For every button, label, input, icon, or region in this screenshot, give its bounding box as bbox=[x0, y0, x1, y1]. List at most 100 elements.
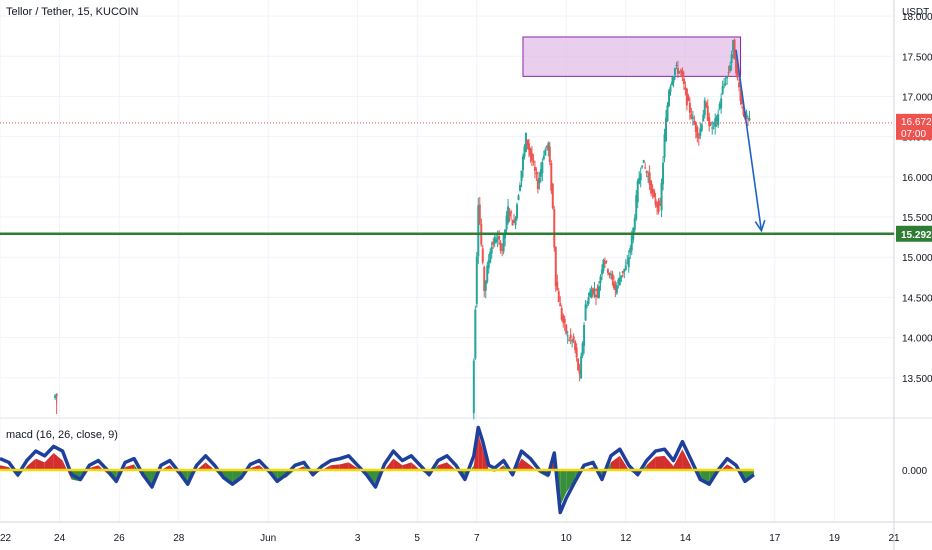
candle-body-34 bbox=[520, 170, 523, 182]
candle-93 bbox=[608, 272, 611, 279]
candle-body-2 bbox=[472, 360, 475, 414]
candle-body-174 bbox=[729, 65, 732, 72]
candle-body-69 bbox=[572, 336, 575, 341]
candle-body-152 bbox=[696, 126, 699, 138]
candle-50 bbox=[544, 147, 547, 156]
candle-57 bbox=[554, 246, 557, 292]
candle-body-14 bbox=[490, 247, 493, 254]
time-tick-label-5: 3 bbox=[355, 533, 361, 544]
macd-title: macd (16, 26, close, 9) bbox=[6, 429, 118, 441]
candle-131 bbox=[665, 109, 668, 142]
time-tick-label-0: 22 bbox=[0, 533, 12, 544]
candle-body-50 bbox=[544, 149, 547, 156]
candle-0 bbox=[54, 394, 57, 400]
candle-body-149 bbox=[691, 117, 694, 120]
candle-body-168 bbox=[720, 98, 723, 108]
candle-10 bbox=[484, 280, 487, 299]
candle-77 bbox=[584, 300, 587, 321]
macd-histogram-3 bbox=[26, 458, 36, 470]
candle-24 bbox=[505, 210, 508, 234]
macd-histogram-50 bbox=[447, 462, 456, 470]
candle-body-126 bbox=[657, 200, 660, 212]
candle-body-16 bbox=[493, 236, 496, 244]
candle-body-99 bbox=[617, 279, 620, 283]
candle-2 bbox=[472, 358, 475, 420]
candle-body-183 bbox=[742, 107, 745, 115]
candle-body-108 bbox=[630, 235, 633, 251]
candle-61 bbox=[560, 305, 563, 322]
candle-body-175 bbox=[730, 54, 733, 64]
candle-31 bbox=[516, 202, 519, 221]
candle-78 bbox=[586, 300, 589, 309]
candle-124 bbox=[654, 192, 657, 208]
price-tick-label-4: 15.500 bbox=[902, 213, 932, 224]
candle-118 bbox=[645, 170, 648, 178]
candle-87 bbox=[599, 274, 602, 291]
candle-21 bbox=[501, 243, 504, 257]
candle-110 bbox=[633, 214, 636, 233]
candle-body-66 bbox=[568, 339, 571, 341]
candle-body-118 bbox=[645, 171, 648, 174]
candle-120 bbox=[648, 165, 651, 191]
candle-52 bbox=[547, 141, 550, 157]
candle-body-173 bbox=[727, 72, 730, 74]
candle-body-129 bbox=[662, 162, 665, 185]
candle-158 bbox=[705, 101, 708, 109]
candle-body-96 bbox=[612, 281, 615, 288]
candle-body-116 bbox=[642, 159, 645, 163]
candle-113 bbox=[638, 171, 641, 185]
candle-166 bbox=[717, 109, 720, 128]
candle-136 bbox=[672, 75, 675, 88]
candle-body-178 bbox=[735, 53, 738, 73]
candle-167 bbox=[718, 101, 721, 111]
candle-body-98 bbox=[615, 285, 618, 294]
candle-body-81 bbox=[590, 289, 593, 299]
candle-161 bbox=[709, 121, 712, 127]
projection-arrow-head bbox=[754, 219, 766, 233]
candle-body-110 bbox=[633, 218, 636, 231]
candle-body-32 bbox=[517, 195, 520, 201]
macd-histogram-65 bbox=[560, 470, 567, 506]
candle-83 bbox=[593, 282, 596, 299]
candle-92 bbox=[606, 268, 609, 276]
candle-body-12 bbox=[487, 260, 490, 269]
candle-body-150 bbox=[693, 120, 696, 125]
candle-body-162 bbox=[711, 127, 714, 129]
candle-185 bbox=[745, 109, 748, 119]
candle-137 bbox=[673, 67, 676, 80]
candle-54 bbox=[550, 160, 553, 195]
candle-body-45 bbox=[536, 179, 539, 189]
candle-86 bbox=[597, 281, 600, 299]
candle-165 bbox=[715, 114, 718, 127]
price-tick-label-5: 16.000 bbox=[902, 173, 932, 184]
time-tick-label-7: 7 bbox=[474, 533, 480, 544]
candle-body-61 bbox=[560, 308, 563, 320]
candle-body-127 bbox=[659, 203, 662, 205]
candle-body-147 bbox=[688, 102, 691, 113]
candle-body-10 bbox=[484, 280, 487, 291]
candle-145 bbox=[685, 88, 688, 111]
candle-81 bbox=[590, 285, 593, 299]
time-tick-label-13: 21 bbox=[888, 533, 900, 544]
candle-103 bbox=[623, 268, 626, 279]
candle-body-57 bbox=[554, 246, 557, 286]
candle-body-38 bbox=[526, 139, 529, 145]
candle-body-71 bbox=[575, 347, 578, 358]
candle-body-128 bbox=[660, 182, 663, 211]
time-tick-label-9: 12 bbox=[620, 533, 632, 544]
candle-body-52 bbox=[547, 143, 550, 151]
candle-body-121 bbox=[650, 180, 653, 194]
candle-body-9 bbox=[483, 266, 486, 292]
projection-arrow-shaft bbox=[735, 49, 763, 231]
candle-body-21 bbox=[501, 248, 504, 251]
candle-body-33 bbox=[519, 184, 522, 191]
macd-histogram-38 bbox=[339, 462, 349, 470]
candle-body-40 bbox=[529, 148, 532, 156]
candle-16 bbox=[493, 233, 496, 248]
price-tick-label-7: 17.000 bbox=[902, 92, 932, 103]
candle-body-67 bbox=[569, 334, 572, 339]
candle-91 bbox=[605, 260, 608, 264]
candle-149 bbox=[691, 110, 694, 126]
